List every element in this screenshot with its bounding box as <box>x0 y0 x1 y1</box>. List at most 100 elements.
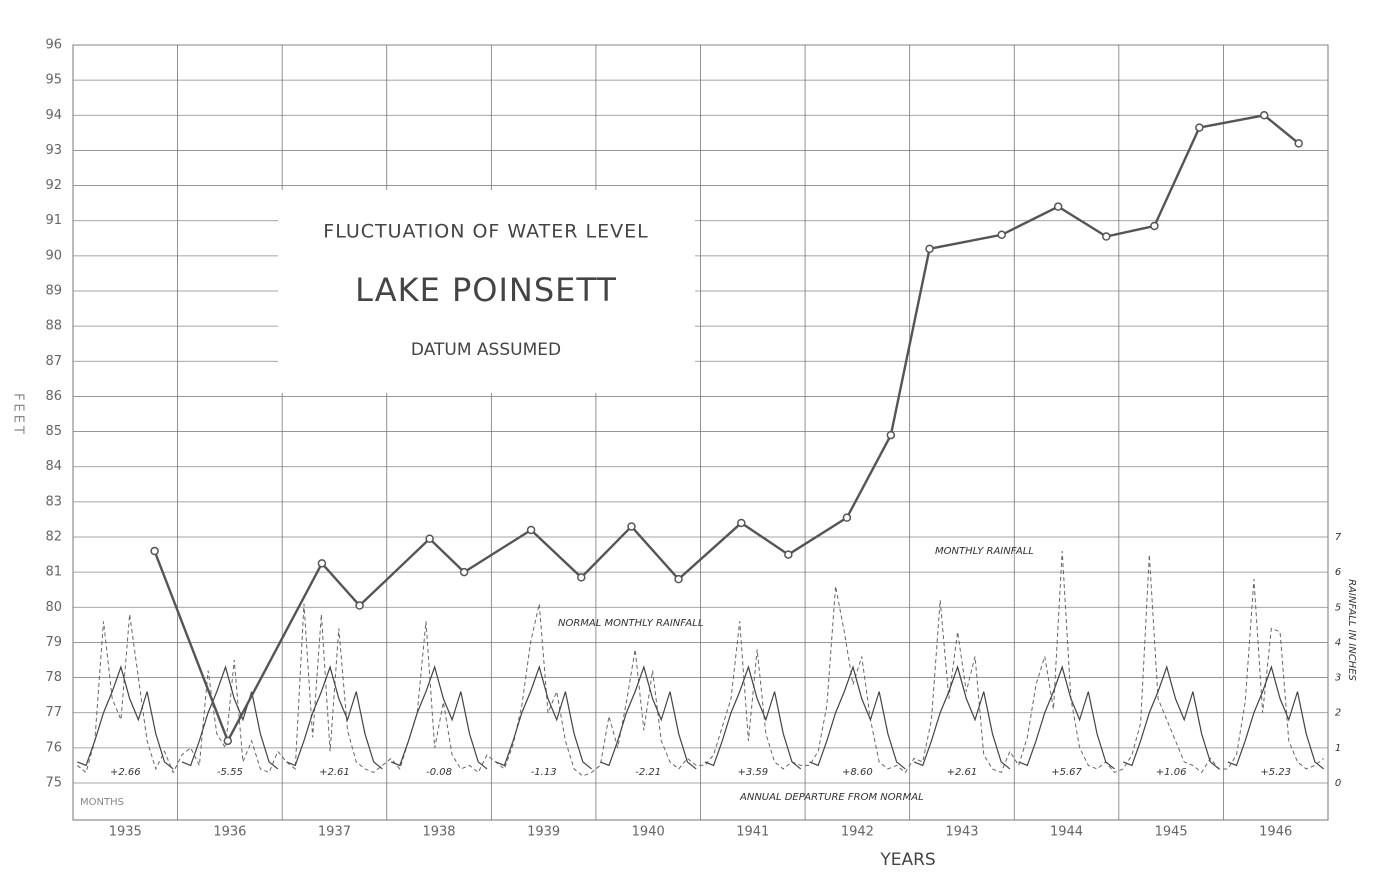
departure-label: +5.23 <box>1260 767 1291 778</box>
water-level-line <box>153 114 1300 744</box>
annotation: MONTHLY RAINFALL <box>935 546 1034 557</box>
water-level-point <box>1053 202 1063 211</box>
y-tick-label: 82 <box>45 530 62 545</box>
chart-note: DATUM ASSUMED <box>411 340 561 360</box>
y-tick-label: 75 <box>45 776 62 791</box>
departure-label: -0.08 <box>426 767 452 778</box>
normal-rainfall-line <box>1122 665 1220 770</box>
water-level-point <box>997 230 1006 240</box>
months-label: MONTHS <box>80 797 124 808</box>
water-level-point <box>150 546 159 556</box>
x-tick-label: 1936 <box>213 825 246 840</box>
y-axis-label: FEET <box>11 393 26 437</box>
y-tick-label: 78 <box>45 670 62 685</box>
rainfall-line <box>77 551 1324 777</box>
x-tick-label: 1939 <box>527 825 560 840</box>
y-tick-label: 81 <box>45 565 62 580</box>
y-tick-label: 95 <box>45 73 62 88</box>
chart-subtitle: LAKE POINSETT <box>355 271 617 309</box>
y2-tick-label: 0 <box>1335 778 1341 789</box>
x-tick-label: 1937 <box>318 825 351 840</box>
departure-label: -5.55 <box>217 767 243 778</box>
normal-rainfall-line <box>1227 665 1325 770</box>
water-level-point <box>737 518 746 528</box>
y2-tick-label: 1 <box>1335 743 1341 754</box>
y-tick-label: 79 <box>45 635 62 650</box>
water-level-point <box>842 513 852 522</box>
y-tick-label: 76 <box>45 740 62 755</box>
water-level-point <box>526 525 536 535</box>
departure-label: +2.61 <box>319 767 350 778</box>
water-level-point <box>317 559 327 568</box>
y2-axis-label: RAINFALL IN INCHES <box>1346 579 1357 681</box>
x-tick-label: 1938 <box>422 825 455 840</box>
y-tick-label: 88 <box>45 319 62 334</box>
water-level-point <box>1102 232 1111 241</box>
water-level-point <box>886 430 896 440</box>
x-tick-label: 1940 <box>632 825 665 840</box>
y-tick-label: 83 <box>45 494 62 509</box>
normal-rainfall-line <box>1018 665 1115 770</box>
y-tick-label: 84 <box>45 459 62 474</box>
water-level-point <box>223 736 233 746</box>
departure-label: +8.60 <box>842 767 873 778</box>
y-tick-label: 89 <box>45 284 62 299</box>
departure-label: +1.06 <box>1156 767 1187 778</box>
water-level-point <box>425 534 434 544</box>
departure-label: +2.61 <box>947 767 978 778</box>
y-tick-label: 93 <box>45 143 62 158</box>
x-tick-label: 1942 <box>841 825 874 840</box>
y-tick-label: 80 <box>45 600 62 615</box>
water-level-point <box>627 522 636 531</box>
annotation: ANNUAL DEPARTURE FROM NORMAL <box>739 792 924 803</box>
y-tick-label: 77 <box>45 705 62 720</box>
y2-tick-label: 6 <box>1335 567 1341 578</box>
normal-rainfall-line <box>809 665 906 770</box>
y-tick-label: 96 <box>45 38 62 53</box>
departure-label: +3.59 <box>737 767 768 778</box>
normal-rainfall-line <box>390 665 488 770</box>
y2-tick-label: 3 <box>1335 673 1341 684</box>
y-tick-label: 86 <box>45 389 62 404</box>
water-level-point <box>1150 221 1159 231</box>
water-level-point <box>674 574 683 584</box>
departure-label: -2.21 <box>635 767 661 778</box>
y-tick-label: 94 <box>45 108 62 123</box>
normal-rainfall-line <box>495 665 592 770</box>
x-tick-label: 1944 <box>1050 825 1083 840</box>
departure-label: -1.13 <box>531 767 557 778</box>
x-tick-label: 1941 <box>736 825 769 840</box>
normal-rainfall-line <box>77 665 174 770</box>
y2-tick-label: 2 <box>1335 708 1341 719</box>
x-tick-label: 1945 <box>1155 825 1188 840</box>
water-level-point <box>1259 111 1269 120</box>
annotation: NORMAL MONTHLY RAINFALL <box>558 618 703 629</box>
water-level-point <box>784 550 793 559</box>
normal-rainfall-line <box>181 665 279 770</box>
y-tick-label: 91 <box>45 213 62 228</box>
chart-title: FLUCTUATION OF WATER LEVEL <box>323 221 648 243</box>
water-level-point <box>355 601 364 610</box>
water-level-point <box>1294 139 1303 148</box>
normal-rainfall-line <box>600 665 697 770</box>
water-level-point <box>925 244 934 254</box>
y-tick-label: 85 <box>45 424 62 439</box>
y-tick-label: 87 <box>45 354 62 369</box>
y-tick-label: 92 <box>45 178 62 193</box>
normal-rainfall-line <box>286 665 383 770</box>
x-tick-label: 1943 <box>945 825 978 840</box>
y2-tick-label: 7 <box>1335 532 1342 543</box>
water-level-point <box>1195 123 1204 132</box>
normal-rainfall-line <box>704 665 802 770</box>
departure-label: +2.66 <box>110 767 141 778</box>
normal-rainfall-line <box>913 665 1011 770</box>
y-tick-label: 90 <box>45 248 62 263</box>
x-axis-label: YEARS <box>879 850 935 870</box>
departure-label: +5.67 <box>1051 767 1082 778</box>
x-tick-label: 1935 <box>109 825 142 840</box>
y2-tick-label: 5 <box>1335 602 1341 613</box>
water-level-point <box>459 567 469 577</box>
title-box <box>278 190 695 393</box>
x-tick-label: 1946 <box>1259 825 1292 840</box>
